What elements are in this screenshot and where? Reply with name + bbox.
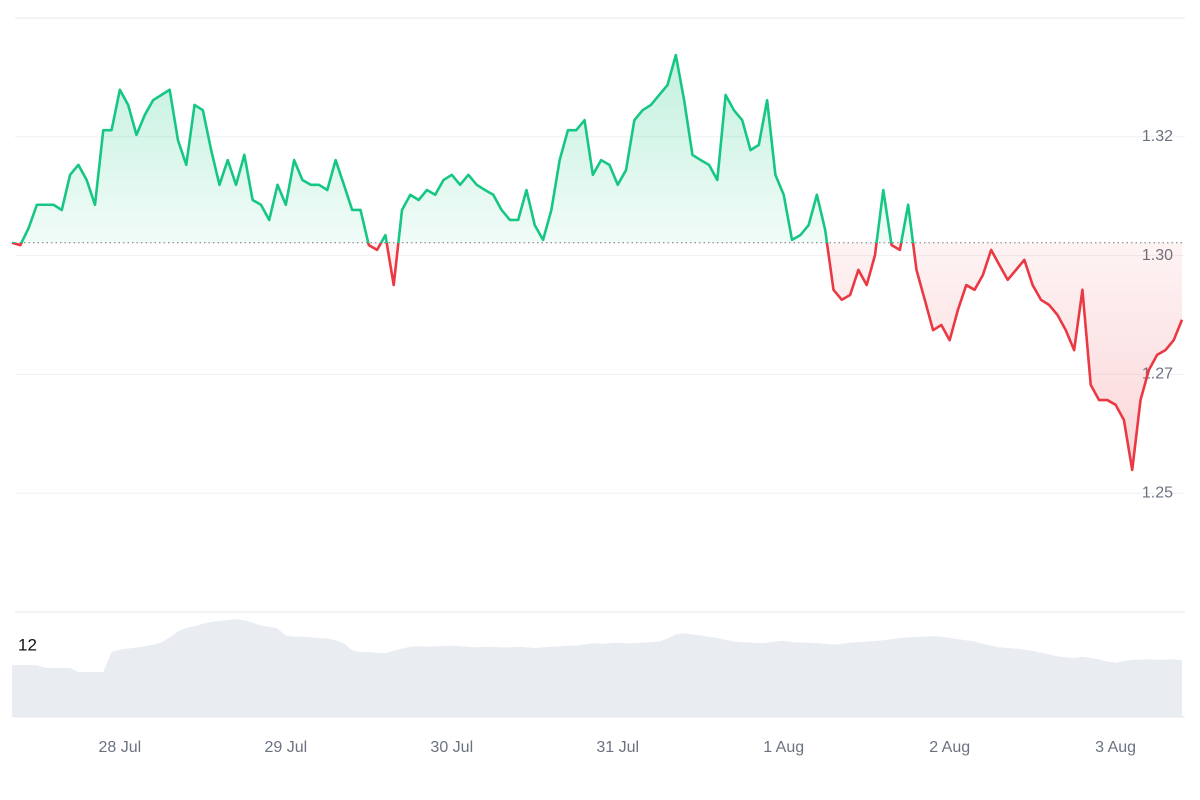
x-tick-label: 3 Aug bbox=[1095, 739, 1136, 756]
x-tick-label: 29 Jul bbox=[264, 739, 307, 756]
volume-area bbox=[12, 619, 1182, 717]
x-tick-label: 30 Jul bbox=[430, 739, 473, 756]
y-tick-label: 1.25 bbox=[1142, 484, 1173, 501]
volume-tick-label: 12 bbox=[18, 636, 37, 655]
price-line bbox=[11, 53, 1184, 472]
x-tick-label: 2 Aug bbox=[929, 739, 970, 756]
price-area bbox=[12, 55, 1182, 470]
x-tick-label: 28 Jul bbox=[99, 739, 142, 756]
x-tick-label: 1 Aug bbox=[763, 739, 804, 756]
x-tick-label: 31 Jul bbox=[596, 739, 639, 756]
y-tick-label: 1.32 bbox=[1142, 128, 1173, 145]
